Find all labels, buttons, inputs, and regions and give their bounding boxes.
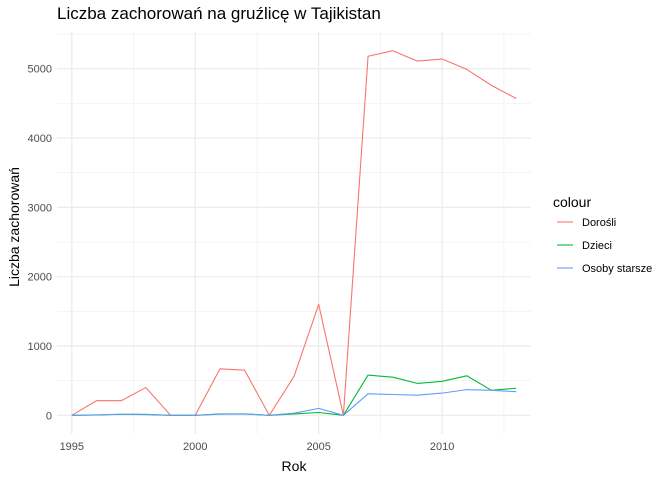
grid-minor	[57, 32, 531, 434]
y-axis-title: Liczba zachorowań	[6, 167, 22, 287]
x-tick-label: 2010	[430, 441, 454, 453]
legend-label: Dorośli	[582, 217, 616, 229]
series-line	[71, 374, 517, 416]
y-tick-label: 4000	[28, 133, 52, 145]
x-tick-label: 2000	[183, 441, 207, 453]
series-line	[71, 389, 517, 416]
x-tick-label: 1995	[60, 441, 84, 453]
grid-major	[57, 32, 531, 434]
x-axis-title: Rok	[282, 458, 308, 474]
y-tick-label: 5000	[28, 64, 52, 76]
x-tick-labels: 1995 2000 2005 2010	[60, 441, 455, 453]
y-tick-labels: 0 1000 2000 3000 4000 5000	[28, 64, 52, 423]
y-tick-label: 2000	[28, 272, 52, 284]
y-tick-label: 0	[46, 410, 52, 422]
y-tick-label: 1000	[28, 341, 52, 353]
series-lines	[71, 50, 517, 416]
y-tick-label: 3000	[28, 202, 52, 214]
chart-title: Liczba zachorowań na gruźlicę w Tajikist…	[57, 4, 381, 23]
x-tick-label: 2005	[306, 441, 330, 453]
series-line	[71, 50, 517, 416]
legend-title: colour	[553, 194, 591, 210]
legend-label: Dzieci	[582, 240, 612, 252]
legend: colour Dorośli Dzieci Osoby starsze	[553, 194, 652, 275]
legend-label: Osoby starsze	[582, 263, 652, 275]
